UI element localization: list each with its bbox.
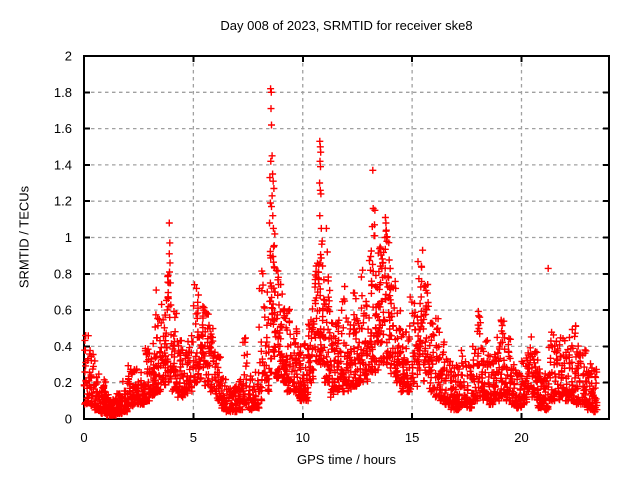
x-axis-label: GPS time / hours xyxy=(297,452,396,467)
y-tick-label: 0 xyxy=(65,412,72,427)
y-tick-label: 1.4 xyxy=(54,157,72,172)
data-points xyxy=(80,85,601,419)
x-tick-label: 5 xyxy=(190,430,197,445)
y-tick-label: 0.2 xyxy=(54,375,72,390)
chart-title: Day 008 of 2023, SRMTID for receiver ske… xyxy=(220,18,473,33)
y-axis-label: SRMTID / TECUs xyxy=(16,185,32,289)
x-tick-label: 10 xyxy=(296,430,310,445)
x-tick-label: 20 xyxy=(514,430,528,445)
y-tick-label: 0.4 xyxy=(54,339,72,354)
y-tick-label: 1.6 xyxy=(54,121,72,136)
y-tick-label: 1 xyxy=(65,230,72,245)
y-tick-label: 1.2 xyxy=(54,194,72,209)
y-tick-label: 2 xyxy=(65,49,72,64)
x-tick-label: 0 xyxy=(80,430,87,445)
y-tick-label: 1.8 xyxy=(54,85,72,100)
y-tick-label: 0.8 xyxy=(54,266,72,281)
y-tick-label: 0.6 xyxy=(54,303,72,318)
x-tick-label: 15 xyxy=(405,430,419,445)
